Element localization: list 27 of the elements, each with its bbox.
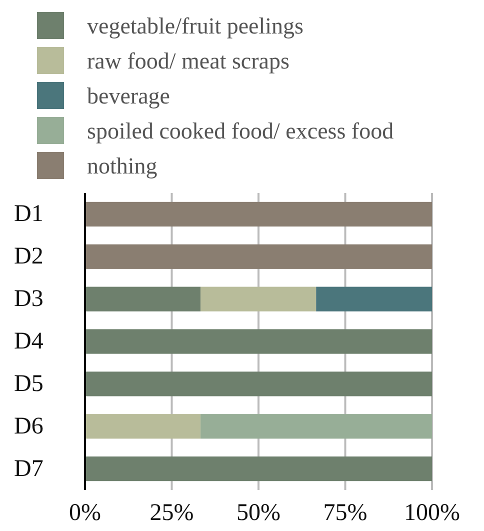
legend-label: beverage (87, 84, 170, 108)
bar (200, 414, 432, 439)
bar (85, 372, 432, 396)
x-tick-label: 75% (323, 500, 368, 526)
y-tick-label: D3 (14, 286, 44, 312)
y-tick-label: D1 (14, 201, 44, 228)
legend-label: vegetable/fruit peelings (87, 14, 304, 38)
y-tick-label: D7 (14, 456, 44, 482)
legend-label: nothing (87, 154, 158, 178)
bar (316, 286, 432, 312)
legend-label: raw food/ meat scraps (87, 48, 290, 74)
x-tick-label: 50% (236, 500, 280, 526)
legend-label: spoiled cooked food/ excess food (87, 118, 394, 144)
x-tick-label: 100% (404, 500, 460, 526)
bar (85, 456, 432, 482)
bar (85, 286, 201, 312)
y-tick-label: D4 (14, 328, 44, 354)
y-tick-label: D5 (14, 370, 44, 397)
x-tick-label: 25% (150, 500, 194, 526)
bar (85, 414, 201, 439)
y-tick-label: D2 (14, 244, 44, 270)
bar (85, 202, 432, 227)
x-tick-label: 0% (69, 500, 101, 526)
y-tick-label: D6 (14, 413, 44, 440)
bar (200, 286, 316, 312)
bar (85, 329, 432, 354)
bar (85, 244, 432, 269)
